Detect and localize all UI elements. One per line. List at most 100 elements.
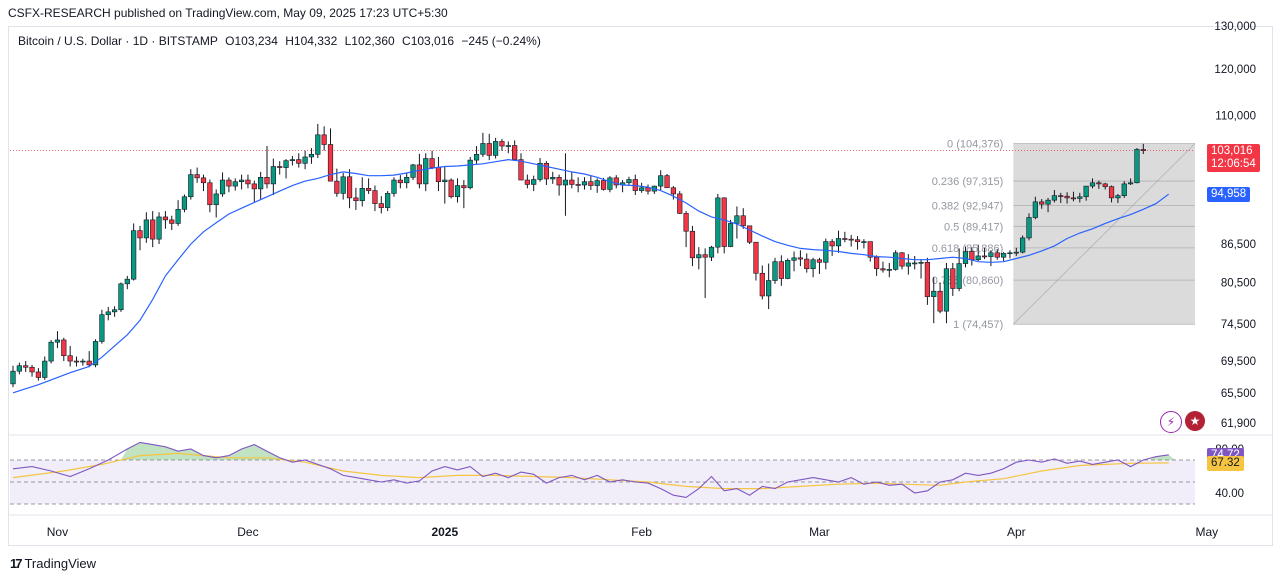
candle-body [137, 230, 143, 239]
candle-body [912, 262, 918, 265]
time-axis-tick: Mar [809, 525, 830, 539]
candle-body [385, 193, 391, 208]
candle-body [334, 180, 340, 194]
legend-open: O103,234 [225, 34, 278, 48]
candle-body [346, 176, 353, 199]
candle-body [143, 219, 149, 239]
us-flag-icon[interactable]: ★ [1185, 411, 1205, 431]
candle-body [962, 251, 969, 264]
candle-body [80, 360, 86, 363]
candle-body [937, 290, 943, 312]
candle-body [270, 166, 276, 185]
candle-body [289, 159, 296, 161]
price-axis-tick: 86,500 [1221, 239, 1256, 251]
candle-body [1032, 201, 1038, 218]
candle-body [213, 193, 219, 206]
candle-body [264, 177, 270, 185]
tradingview-mark-icon: 17 [10, 556, 23, 571]
candle-body [645, 187, 651, 192]
legend-close: C103,016 [402, 34, 455, 48]
candle-body [67, 355, 73, 362]
candle-body [835, 238, 842, 247]
symbol-name[interactable]: Bitcoin / U.S. Dollar · 1D · BITSTAMP [18, 34, 218, 48]
candle-body [746, 225, 753, 243]
candle-body [531, 179, 537, 185]
candle-body [461, 185, 467, 189]
candle-body [467, 159, 473, 189]
candle-body [16, 365, 22, 372]
candle-body [594, 180, 600, 186]
time-axis-tick: Feb [631, 525, 652, 539]
candle-body [124, 278, 130, 285]
candle-body [899, 252, 905, 267]
rsi-ma-line [12, 452, 1169, 490]
candle-body [778, 261, 784, 279]
candle-body [1115, 195, 1121, 199]
candle-body [1020, 237, 1026, 253]
candle-body [683, 213, 689, 232]
candle-body [200, 177, 207, 184]
price-axis-tick: 120,000 [1214, 64, 1256, 76]
chart-frame [8, 26, 1273, 546]
candle-body [518, 159, 524, 181]
fib-level-label: 0.382 (92,947) [932, 201, 1004, 213]
candle-body [893, 252, 899, 270]
last-price-tag: 103,016 12:06:54 [1207, 143, 1260, 172]
candle-body [73, 360, 80, 363]
candle-body [664, 175, 670, 189]
fib-level-label: 0.786 (80,860) [932, 275, 1004, 287]
candle-body [404, 177, 410, 184]
price-axis-tick: 61,900 [1221, 418, 1256, 430]
candle-body [988, 252, 994, 257]
candle-body [823, 241, 829, 263]
candle-body [505, 145, 511, 147]
candle-body [10, 370, 16, 385]
candle-body [689, 230, 696, 259]
tradingview-logo[interactable]: 17 TradingView [10, 556, 96, 571]
candle-body [766, 280, 772, 297]
indicator-icons: ⚡ ★ [1160, 411, 1205, 433]
time-axis-tick: May [1195, 525, 1218, 539]
candle-body [524, 179, 530, 185]
candle-body [1077, 196, 1083, 199]
candle-body [416, 164, 423, 185]
candle-body [239, 179, 245, 182]
candle-body [1070, 197, 1077, 200]
candle-body [29, 366, 35, 373]
candle-body [721, 197, 727, 247]
candle-body [391, 179, 397, 194]
candle-body [181, 196, 188, 210]
candle-body [816, 259, 823, 263]
candle-body [1134, 149, 1140, 184]
candle-body [42, 360, 48, 378]
candle-body [981, 255, 988, 258]
candle-body [537, 163, 543, 180]
candle-body [245, 179, 251, 185]
candle-body [797, 257, 803, 260]
candle-body [727, 223, 734, 247]
fib-level-label: 0 (104,376) [947, 139, 1003, 151]
candle-body [480, 143, 486, 155]
candle-body [188, 174, 194, 198]
candle-body [575, 184, 581, 186]
candle-body [308, 154, 315, 158]
candle-body [562, 179, 569, 186]
candle-body [848, 238, 854, 241]
candle-body [365, 188, 372, 191]
fib-level-label: 0.236 (97,315) [932, 176, 1004, 188]
candle-body [429, 158, 435, 168]
candle-body [1039, 201, 1045, 205]
candle-body [905, 262, 911, 267]
lightning-icon[interactable]: ⚡ [1160, 411, 1182, 433]
fib-level-label: 0.5 (89,417) [944, 221, 1003, 233]
candle-body [873, 256, 880, 270]
rsi-line [12, 441, 1169, 498]
candle-body [61, 339, 67, 357]
candle-body [740, 215, 746, 227]
candle-body [397, 179, 403, 184]
candle-body [943, 268, 950, 312]
candle-body [600, 180, 607, 190]
candle-body [854, 239, 861, 242]
candle-body [613, 177, 619, 186]
